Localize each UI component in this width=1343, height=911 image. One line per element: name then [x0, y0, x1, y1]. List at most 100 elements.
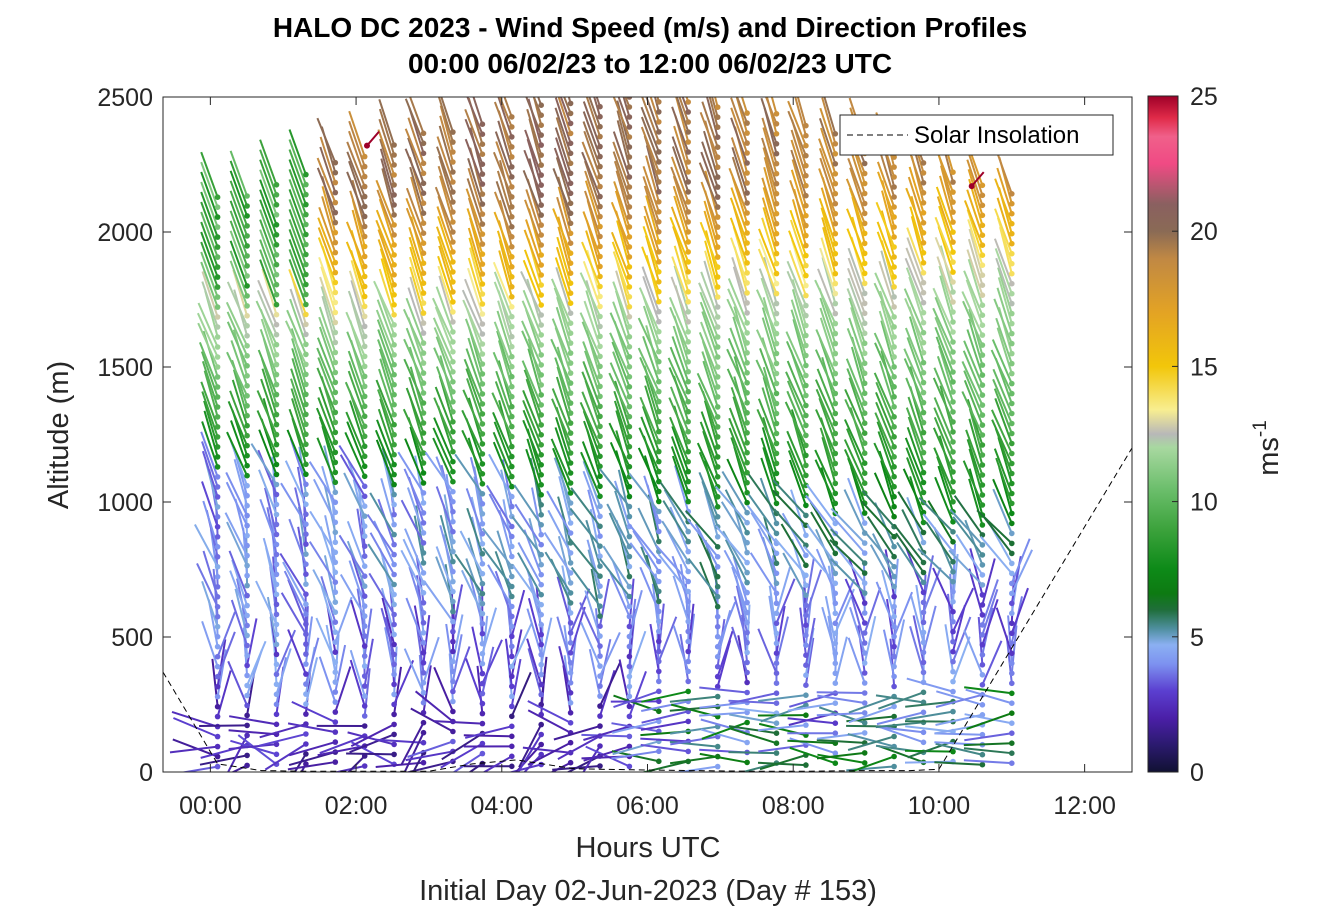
wind-barb-dot [273, 222, 280, 228]
wind-barb-dot [244, 582, 250, 589]
wind-barb [584, 160, 601, 207]
wind-barb [526, 568, 543, 615]
wind-barb [492, 351, 513, 398]
wind-barb [599, 468, 631, 508]
wind-barb [498, 250, 513, 298]
wind-barb [203, 410, 219, 458]
wind-barb [995, 457, 1013, 504]
wind-barb [582, 260, 601, 307]
wind-barb [581, 321, 601, 367]
wind-barb-dot [273, 751, 280, 758]
wind-barb-dot [597, 123, 603, 130]
wind-barb-dot [744, 719, 750, 726]
wind-barb-dot [538, 292, 544, 298]
wind-barb [557, 97, 572, 134]
wind-barb [763, 167, 778, 214]
wind-barb-dot [744, 440, 750, 446]
wind-barb-dot [714, 204, 721, 210]
wind-barb-dot [891, 254, 897, 260]
wind-barb [289, 288, 307, 335]
wind-barb [481, 527, 513, 568]
wind-barb [584, 590, 601, 637]
wind-barb [700, 718, 748, 734]
y-tick-label: 1000 [97, 489, 153, 517]
wind-barb-dot [391, 401, 397, 408]
wind-barb-dot [273, 371, 280, 378]
wind-barb-dot [626, 393, 633, 400]
wind-barb [583, 300, 601, 347]
wind-barb [552, 447, 572, 494]
wind-barb [668, 297, 690, 343]
wind-barb-dot [861, 550, 868, 556]
wind-barb-dot [391, 681, 397, 688]
wind-barb-dot [244, 442, 250, 449]
wind-barb [496, 330, 513, 377]
wind-barb [527, 597, 543, 645]
wind-barb [845, 178, 866, 224]
wind-barb [523, 229, 543, 276]
wind-barb-dot [803, 582, 809, 589]
wind-barb [581, 151, 601, 197]
wind-barb-dot [273, 481, 280, 488]
wind-barb [246, 640, 267, 686]
wind-barb-dot [244, 572, 250, 579]
wind-barb-dot [450, 538, 456, 545]
wind-barb [407, 287, 425, 334]
wind-barb [579, 602, 601, 647]
wind-barb-dot [273, 741, 280, 748]
wind-barb [848, 377, 866, 424]
wind-barb [749, 552, 778, 594]
wind-barb-dot [891, 354, 897, 360]
wind-barb-dot [361, 313, 368, 320]
wind-barb-dot [479, 580, 486, 587]
wind-barb-dot [420, 390, 427, 396]
wind-barb-dot [567, 440, 574, 446]
wind-barb-dot [920, 569, 927, 576]
wind-barb-dot [597, 193, 603, 200]
wind-barb-dot [950, 479, 956, 485]
wind-barb-dot [479, 251, 486, 257]
wind-barb [846, 288, 866, 334]
wind-barb [643, 205, 660, 253]
wind-barb [552, 168, 572, 214]
wind-barb [847, 257, 866, 304]
wind-barb-dot [685, 119, 691, 125]
wind-barb-dot [950, 668, 956, 675]
wind-barb [907, 740, 954, 759]
wind-barb-dot [361, 303, 368, 310]
wind-barb-dot [685, 578, 691, 585]
wind-barb-dot [244, 373, 250, 379]
wind-barb-dot [685, 398, 691, 405]
wind-barb-dot [509, 194, 515, 200]
wind-barb-dot [744, 400, 750, 406]
wind-barb [716, 630, 734, 677]
wind-barb-dot [891, 404, 897, 410]
wind-barb [905, 710, 954, 721]
wind-barb-dot [538, 422, 544, 428]
wind-barb-dot [714, 154, 721, 160]
wind-barb [862, 529, 895, 568]
wind-barb-dot [479, 700, 486, 707]
wind-barb [726, 298, 748, 344]
wind-barb-dot [832, 350, 839, 357]
wind-barb-dot [450, 548, 456, 555]
wind-barb-dot [1009, 470, 1015, 477]
wind-barb-dot [861, 660, 868, 666]
wind-barb-dot [714, 414, 721, 420]
wind-barb-dot [391, 471, 397, 478]
wind-barb-dot [685, 548, 691, 555]
wind-barb [608, 512, 631, 558]
wind-barb-dot [861, 330, 868, 337]
wind-barb [848, 695, 895, 714]
wind-barb [834, 636, 848, 684]
wind-barb [554, 357, 572, 404]
wind-barb [319, 136, 337, 183]
wind-barb-dot [920, 190, 927, 196]
wind-barb-dot [920, 459, 927, 466]
wind-barb-dot [803, 302, 809, 309]
wind-barb [903, 348, 925, 394]
wind-barb-dot [950, 539, 956, 545]
wind-barb-dot [391, 541, 397, 548]
wind-barb [569, 507, 601, 547]
wind-barb-dot [803, 692, 809, 698]
